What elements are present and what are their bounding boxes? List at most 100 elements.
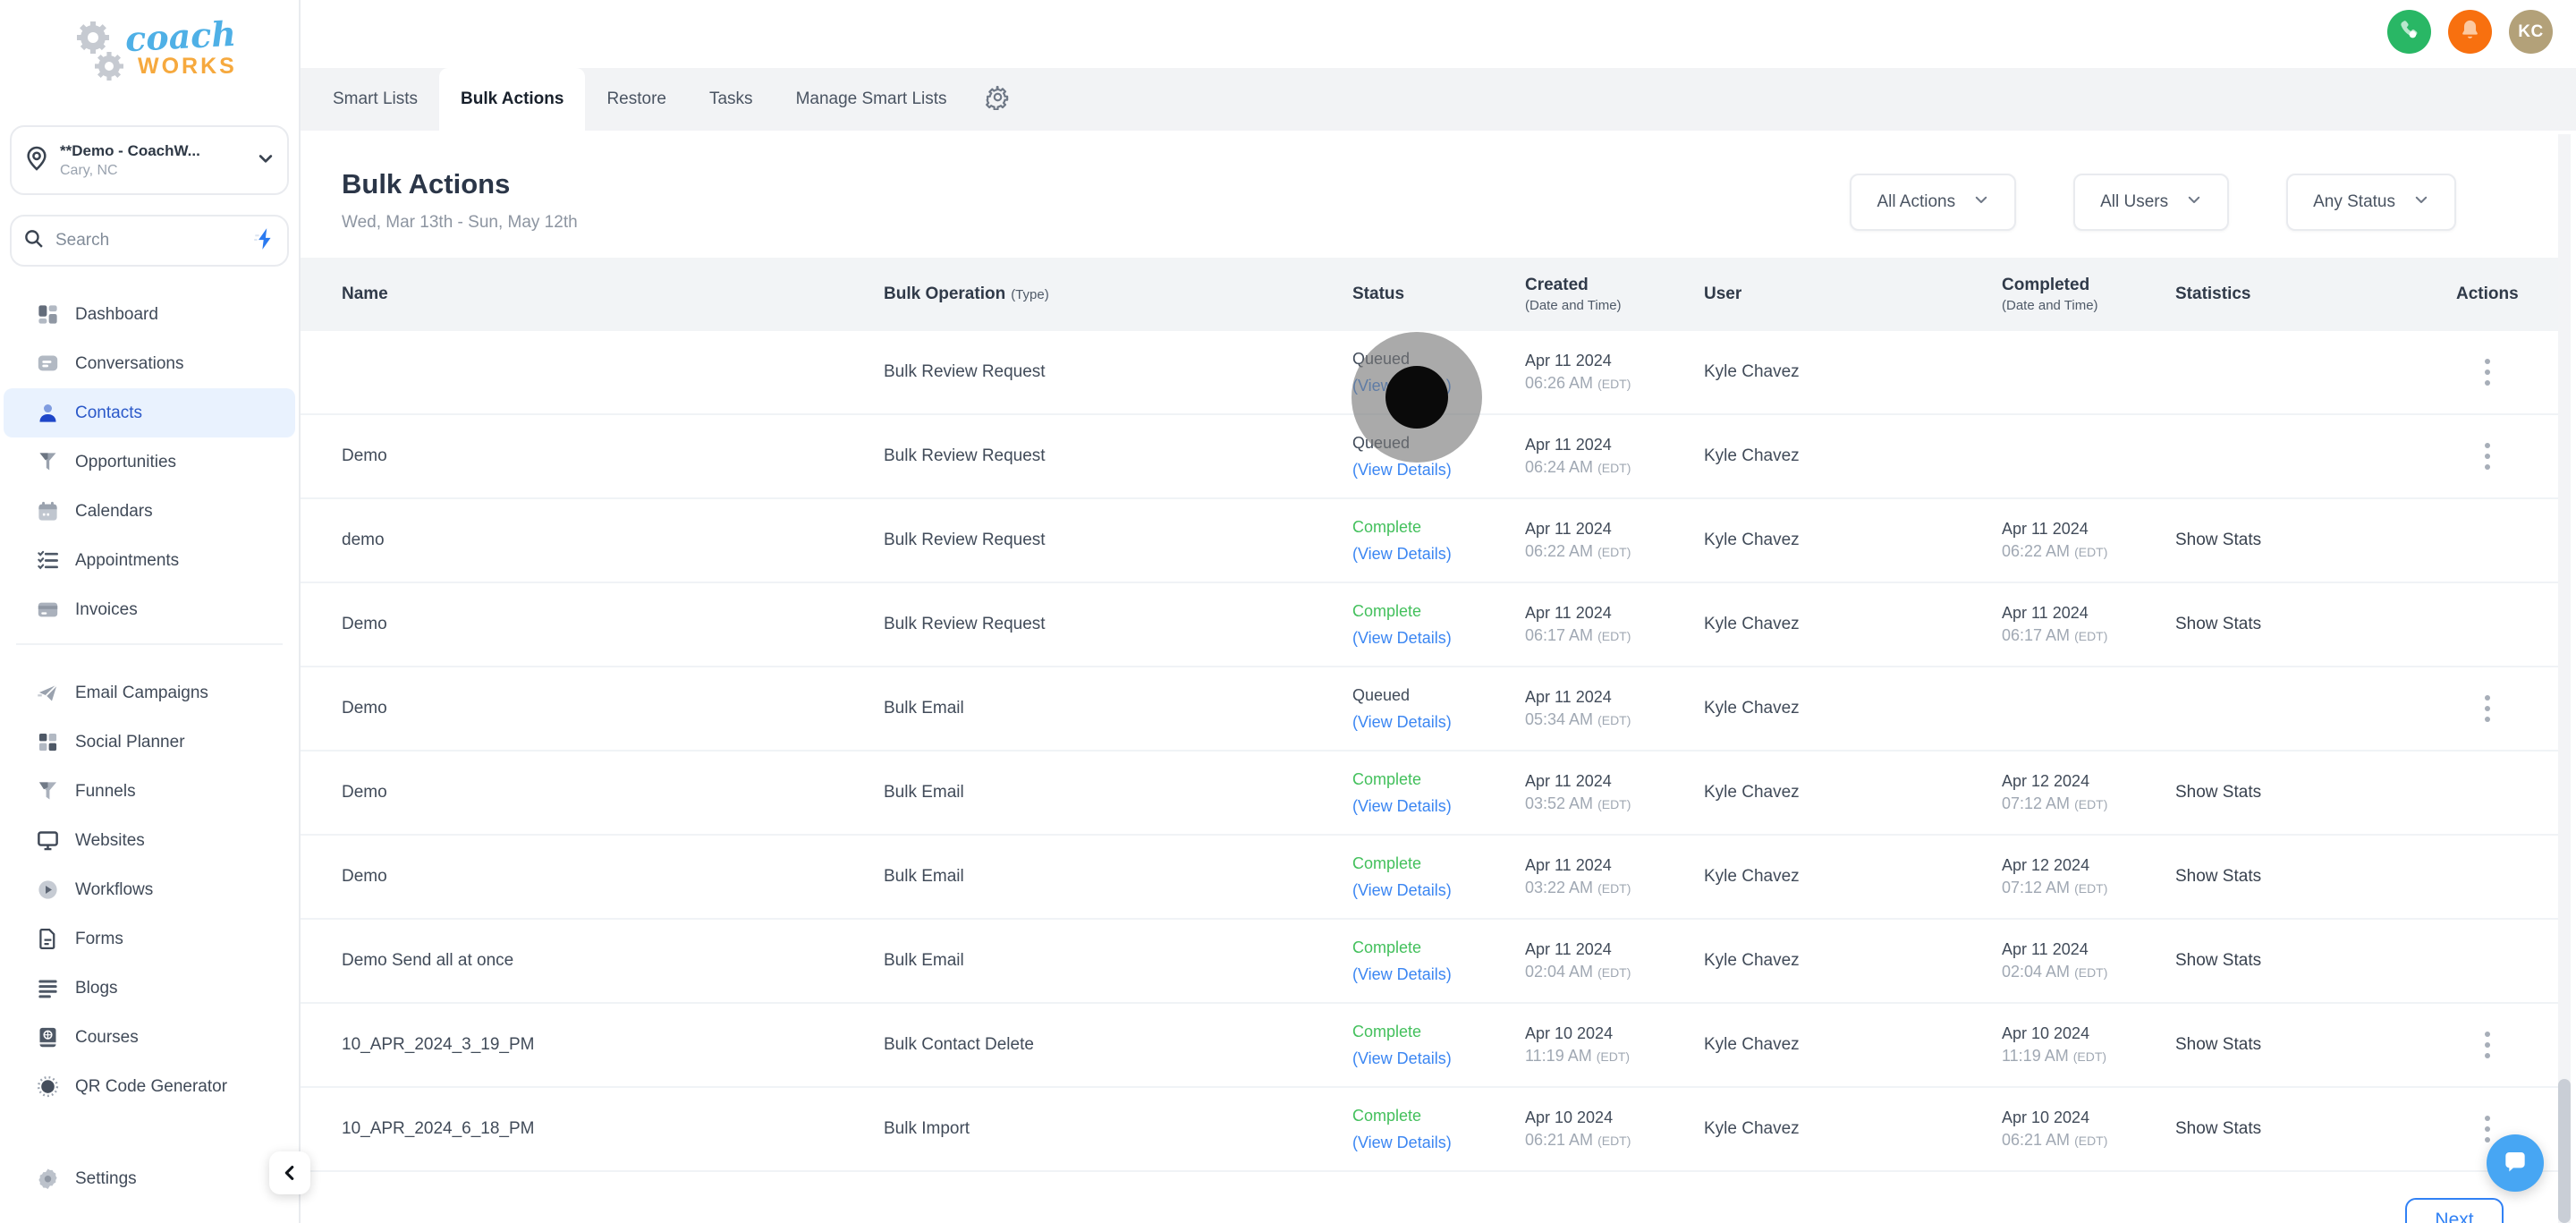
view-details-link[interactable]: (View Details) (1352, 713, 1452, 731)
tab-bulk-actions[interactable]: Bulk Actions (439, 68, 586, 131)
kebab-menu-button[interactable] (2476, 1023, 2499, 1067)
next-page-button[interactable]: Next (2405, 1198, 2504, 1223)
table-row: 10_APR_2024_6_18_PM Bulk Import Complete… (301, 1088, 2560, 1172)
view-details-link[interactable]: (View Details) (1352, 965, 1452, 983)
created-time: 05:34 AM (EDT) (1525, 710, 1631, 728)
notifications-button[interactable] (2448, 10, 2492, 54)
filter-all-users[interactable]: All Users (2073, 174, 2230, 231)
view-details-link[interactable]: (View Details) (1352, 461, 1452, 479)
bell-icon (2458, 18, 2482, 47)
sidebar: coach WORKS **Demo - CoachW... Cary, NC (0, 0, 301, 1223)
sidebar-item-contacts[interactable]: Contacts (4, 388, 295, 437)
table-row: Demo Send all at once Bulk Email Complet… (301, 920, 2560, 1004)
sidebar-settings: Settings (0, 1154, 299, 1203)
sidebar-item-opportunities[interactable]: Opportunities (4, 437, 295, 487)
sidebar-item-social-planner[interactable]: Social Planner (4, 718, 295, 767)
tab-strip: Smart Lists Bulk Actions Restore Tasks Manag… (301, 68, 2576, 131)
completed-date: Apr 10 2024 (2002, 1108, 2090, 1126)
sidebar-item-label: Opportunities (75, 452, 177, 471)
view-details-link[interactable]: (View Details) (1352, 377, 1452, 395)
kebab-menu-button[interactable] (2476, 434, 2499, 479)
page-title: Bulk Actions (342, 168, 511, 200)
sidebar-item-appointments[interactable]: Appointments (4, 536, 295, 585)
show-stats-link[interactable]: Show Stats (2175, 1035, 2262, 1054)
sidebar-item-courses[interactable]: Courses (4, 1013, 295, 1062)
avatar[interactable]: KC (2509, 10, 2553, 54)
created-time: 03:52 AM (EDT) (1525, 794, 1631, 812)
smart-list-settings-button[interactable] (969, 68, 1027, 131)
show-stats-link[interactable]: Show Stats (2175, 1119, 2262, 1138)
show-stats-link[interactable]: Show Stats (2175, 615, 2262, 633)
view-details-link[interactable]: (View Details) (1352, 1049, 1452, 1067)
created-time: 06:22 AM (EDT) (1525, 542, 1631, 560)
show-stats-link[interactable]: Show Stats (2175, 867, 2262, 886)
sidebar-item-websites[interactable]: Websites (4, 816, 295, 865)
operation-cell: Bulk Review Request (884, 362, 1046, 381)
completed-cell: Apr 11 2024 06:22 AM (EDT) (2002, 520, 2175, 561)
kebab-menu-button[interactable] (2476, 1107, 2499, 1151)
user-cell: Kyle Chavez (1704, 531, 1800, 549)
scrollbar-track[interactable] (2558, 134, 2571, 1223)
tab-manage-smart-lists[interactable]: Manage Smart Lists (795, 89, 947, 108)
email-campaigns-icon (34, 681, 61, 705)
chevron-down-icon (2186, 191, 2202, 213)
user-cell: Kyle Chavez (1704, 446, 1800, 465)
created-cell: Apr 11 2024 03:22 AM (EDT) (1525, 856, 1704, 897)
sidebar-item-calendars[interactable]: Calendars (4, 487, 295, 536)
view-details-link[interactable]: (View Details) (1352, 545, 1452, 563)
scrollbar-thumb[interactable] (2558, 1079, 2571, 1223)
filter-all-actions[interactable]: All Actions (1850, 174, 2017, 231)
filter-any-status[interactable]: Any Status (2286, 174, 2456, 231)
view-details-link[interactable]: (View Details) (1352, 881, 1452, 899)
sidebar-item-invoices[interactable]: Invoices (4, 585, 295, 634)
user-cell: Kyle Chavez (1704, 1035, 1800, 1054)
created-date: Apr 11 2024 (1525, 856, 1612, 874)
quick-actions-bolt-icon[interactable] (251, 227, 276, 255)
sidebar-item-qr-code-generator[interactable]: QR Code Generator (4, 1062, 295, 1111)
completed-cell: Apr 10 2024 06:21 AM (EDT) (2002, 1108, 2175, 1150)
timezone-label: (EDT) (1597, 881, 1631, 896)
name-cell: Demo Send all at once (342, 951, 514, 970)
created-cell: Apr 11 2024 06:22 AM (EDT) (1525, 520, 1704, 561)
status-badge: Queued (1352, 434, 1411, 452)
tab-restore[interactable]: Restore (606, 89, 666, 108)
created-time: 02:04 AM (EDT) (1525, 963, 1631, 981)
timezone-label: (EDT) (1596, 1049, 1631, 1064)
view-details-link[interactable]: (View Details) (1352, 629, 1452, 647)
sidebar-item-blogs[interactable]: Blogs (4, 964, 295, 1013)
name-cell: Demo (342, 446, 387, 465)
sidebar-item-funnels[interactable]: Funnels (4, 767, 295, 816)
sidebar-item-label: Settings (75, 1168, 137, 1188)
show-stats-link[interactable]: Show Stats (2175, 783, 2262, 802)
tab-tasks[interactable]: Tasks (708, 89, 753, 108)
search-input[interactable] (54, 230, 242, 251)
kebab-menu-button[interactable] (2476, 350, 2499, 395)
chat-launcher-button[interactable] (2487, 1134, 2544, 1192)
sidebar-collapse-button[interactable] (269, 1151, 310, 1194)
sidebar-item-settings[interactable]: Settings (4, 1154, 295, 1203)
operation-cell: Bulk Email (884, 699, 964, 718)
sidebar-item-conversations[interactable]: Conversations (4, 339, 295, 388)
timezone-label: (EDT) (2074, 797, 2108, 811)
conversations-icon (34, 352, 61, 376)
qr-code-icon (34, 1074, 61, 1099)
sidebar-divider (16, 643, 283, 645)
show-stats-link[interactable]: Show Stats (2175, 951, 2262, 970)
created-cell: Apr 11 2024 03:52 AM (EDT) (1525, 772, 1704, 813)
sidebar-item-email-campaigns[interactable]: Email Campaigns (4, 668, 295, 718)
view-details-link[interactable]: (View Details) (1352, 1134, 1452, 1151)
view-details-link[interactable]: (View Details) (1352, 797, 1452, 815)
sidebar-item-forms[interactable]: Forms (4, 914, 295, 964)
show-stats-link[interactable]: Show Stats (2175, 531, 2262, 549)
sidebar-item-dashboard[interactable]: Dashboard (4, 290, 295, 339)
status-badge: Complete (1352, 770, 1422, 788)
status-badge: Complete (1352, 518, 1422, 536)
tab-smart-lists[interactable]: Smart Lists (333, 89, 419, 108)
column-header-name: Name (342, 285, 388, 303)
phone-button[interactable] (2387, 10, 2431, 54)
kebab-menu-button[interactable] (2476, 686, 2499, 731)
location-switcher[interactable]: **Demo - CoachW... Cary, NC (10, 125, 289, 195)
sidebar-item-workflows[interactable]: Workflows (4, 865, 295, 914)
user-cell: Kyle Chavez (1704, 615, 1800, 633)
